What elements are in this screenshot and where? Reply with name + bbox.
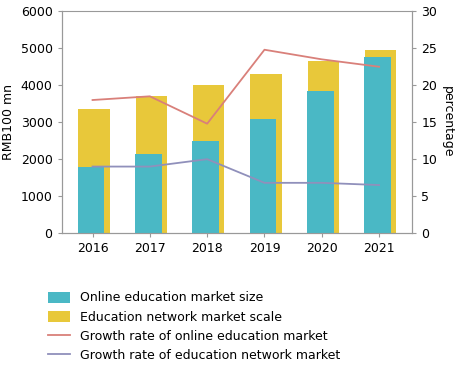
Bar [135,154,162,233]
Growth rate of education network market [319,180,325,185]
Growth rate of education network market [204,157,210,161]
Bar [192,141,219,233]
Bar [365,50,396,233]
Bar [307,91,334,233]
Growth rate of online education market [204,121,210,126]
Growth rate of online education market [147,94,153,99]
Growth rate of education network market [147,164,153,169]
Bar [78,167,104,233]
Growth rate of education network market [262,180,267,185]
Growth rate of online education market [262,47,267,52]
Growth rate of online education market [376,65,382,69]
Bar [364,58,391,233]
Line: Growth rate of online education market: Growth rate of online education market [92,50,379,124]
Bar [249,118,276,233]
Bar [136,96,167,233]
Growth rate of online education market [319,57,325,62]
Growth rate of online education market [90,98,95,102]
Y-axis label: RMB100 mn: RMB100 mn [2,84,15,160]
Line: Growth rate of education network market: Growth rate of education network market [92,159,379,185]
Growth rate of education network market [376,183,382,187]
Bar [250,74,282,233]
Bar [78,109,110,233]
Bar [193,85,225,233]
Growth rate of education network market [90,164,95,169]
Legend: Online education market size, Education network market scale, Growth rate of onl: Online education market size, Education … [44,288,345,366]
Bar [308,61,339,233]
Y-axis label: percentage: percentage [441,86,454,158]
